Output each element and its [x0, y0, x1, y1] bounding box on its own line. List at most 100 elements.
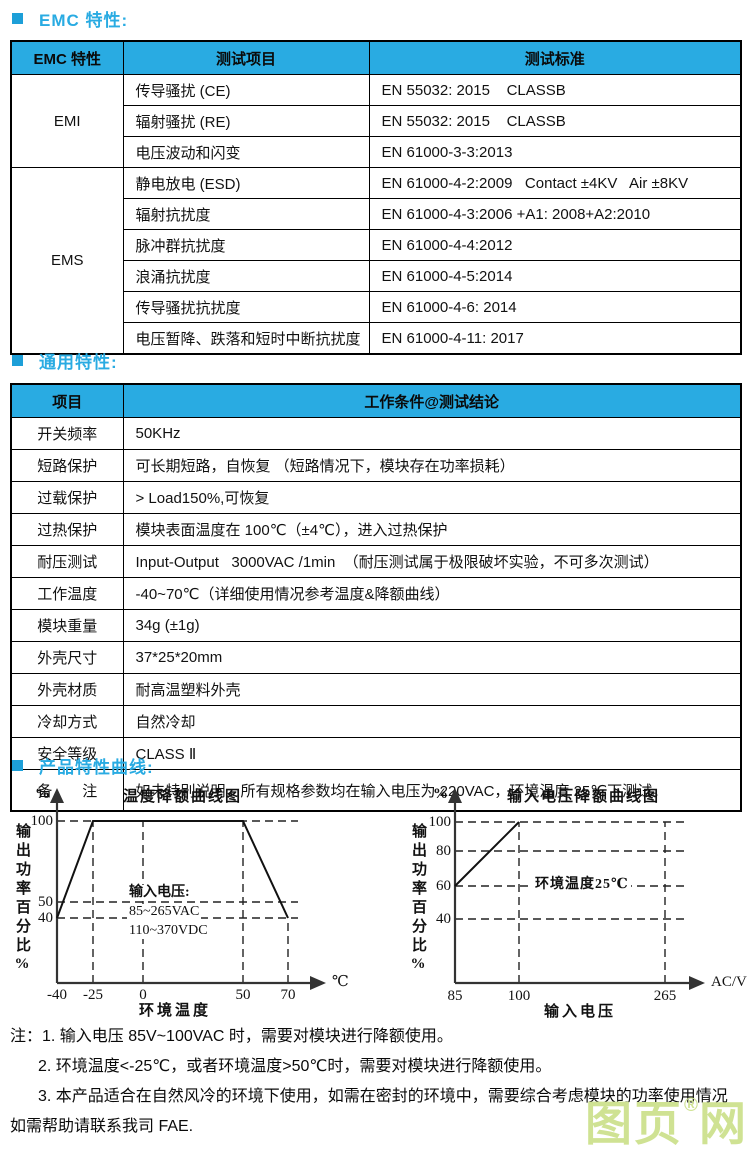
item-label: 工作温度 — [10, 577, 124, 610]
x-tick: 100 — [507, 988, 531, 1004]
item-value: 自然冷却 — [122, 705, 742, 738]
x-unit-label: AC/V — [711, 974, 747, 990]
section-title: EMC 特性: — [39, 11, 129, 30]
x-tick: -25 — [83, 987, 103, 1003]
annotation-line: 85~265VAC — [127, 904, 202, 920]
item-value: -40~70℃（详细使用情况参考温度&降额曲线） — [122, 577, 742, 610]
test-standard: EN 61000-4-6: 2014 — [368, 291, 742, 323]
item-label: 过载保护 — [10, 481, 124, 514]
y-tick: 80 — [436, 843, 451, 859]
note-line: 3. 本产品适合在自然风冷的环境下使用，如需在密封的环境中，需要综合考虑模块的功… — [38, 1088, 728, 1105]
table-row: EMI 传导骚扰 (CE) EN 55032: 2015 CLASSB — [10, 74, 742, 168]
y-axis-label: 输出功率百分比% — [14, 823, 30, 976]
square-bullet-icon — [12, 355, 23, 366]
table-row: 安全等级 CLASS Ⅱ — [10, 737, 742, 770]
chart-title: 输入电压降额曲线图 — [507, 789, 661, 805]
table-row: 外壳材质 耐高温塑料外壳 — [10, 673, 742, 706]
group-label-ems: EMS — [10, 167, 124, 355]
column-header: 测试项目 — [122, 40, 370, 75]
test-standard: EN 61000-4-2:2009 Contact ±4KV Air ±8KV — [368, 167, 742, 199]
x-tick: -40 — [47, 987, 67, 1003]
test-item: 辐射抗扰度 — [122, 198, 370, 230]
table-row: 冷却方式 自然冷却 — [10, 705, 742, 738]
x-unit-label: ℃ — [332, 974, 349, 990]
x-axis-label: 输入电压 — [543, 1004, 616, 1020]
item-value: 37*25*20mm — [122, 641, 742, 674]
item-label: 外壳材质 — [10, 673, 124, 706]
chart-axes-and-curve — [448, 788, 705, 990]
y-tick: 40 — [436, 911, 451, 927]
y-unit-label: % — [433, 786, 448, 802]
annotation-line: 环境温度25℃ — [533, 877, 631, 893]
item-value: 如未特别说明，所有规格参数均在输入电压为 220VAC，环境温度 25℃下测试。 — [122, 769, 742, 812]
table-row: 外壳尺寸 37*25*20mm — [10, 641, 742, 674]
table-header-row: EMC 特性 测试项目 测试标准 — [10, 40, 742, 75]
section-title: 产品特性曲线: — [39, 758, 154, 777]
notes-section: 注：1. 输入电压 85V~100VAC 时，需要对模块进行降额使用。 2. 环… — [10, 1022, 740, 1142]
x-tick: 50 — [235, 987, 251, 1003]
item-value: 50KHz — [122, 417, 742, 450]
item-label: 冷却方式 — [10, 705, 124, 738]
square-bullet-icon — [12, 13, 23, 24]
table-row: 电压波动和闪变 EN 61000-3-3:2013 — [11, 136, 742, 168]
table-row: 过载保护 > Load150%,可恢复 — [10, 481, 742, 514]
table-row: 辐射骚扰 (RE) EN 55032: 2015 CLASSB — [11, 105, 742, 137]
annotation-line: 输入电压: — [127, 885, 192, 901]
y-tick: 100 — [30, 813, 54, 829]
test-standard: EN 61000-4-11: 2017 — [368, 322, 742, 355]
test-item: 静电放电 (ESD) — [122, 167, 370, 199]
test-item: 电压波动和闪变 — [122, 136, 370, 168]
item-value: CLASS Ⅱ — [122, 737, 742, 770]
y-tick: 50 — [38, 894, 53, 910]
table-header-row: 项目 工作条件@测试结论 — [10, 383, 742, 418]
column-header: EMC 特性 — [10, 40, 124, 75]
chart-axes-and-curve — [50, 788, 326, 990]
test-standard: EN 61000-3-3:2013 — [368, 136, 742, 168]
general-table: 项目 工作条件@测试结论 开关频率 50KHz 短路保护 可长期短路，自恢复 （… — [10, 383, 742, 812]
table-row: 传导骚扰抗扰度 EN 61000-4-6: 2014 — [11, 291, 742, 323]
item-value: 可长期短路，自恢复 （短路情况下，模块存在功率损耗） — [122, 449, 742, 482]
x-tick: 85 — [447, 988, 463, 1004]
test-item: 浪涌抗扰度 — [122, 260, 370, 292]
item-label: 开关频率 — [10, 417, 124, 450]
section-heading-emc: EMC 特性: — [12, 6, 128, 31]
emc-table: EMC 特性 测试项目 测试标准 EMI 传导骚扰 (CE) EN 55032:… — [10, 40, 742, 355]
charts-row: % 温度降额曲线图 输出功率百分比% 100 50 40 -40 -25 0 5… — [5, 785, 750, 1020]
item-label: 短路保护 — [10, 449, 124, 482]
test-standard: EN 61000-4-5:2014 — [368, 260, 742, 292]
item-label: 备 注 — [10, 769, 124, 812]
section-heading-general: 通用特性: — [12, 348, 118, 373]
test-standard: EN 55032: 2015 CLASSB — [368, 74, 742, 106]
group-label-emi: EMI — [10, 74, 124, 168]
note-line: 注：1. 输入电压 85V~100VAC 时，需要对模块进行降额使用。 — [10, 1028, 453, 1045]
note-line: 如需帮助请联系我司 FAE. — [10, 1118, 194, 1135]
test-standard: EN 55032: 2015 CLASSB — [368, 105, 742, 137]
x-axis-label: 环境温度 — [138, 1003, 211, 1019]
item-value: 耐高温塑料外壳 — [122, 673, 742, 706]
x-tick: 70 — [280, 987, 296, 1003]
column-header: 测试标准 — [368, 40, 742, 75]
table-row: 辐射抗扰度 EN 61000-4-3:2006 +A1: 2008+A2:201… — [11, 198, 742, 230]
table-row: 耐压测试 Input-Output 3000VAC /1min （耐压测试属于极… — [10, 545, 742, 578]
test-item: 传导骚扰抗扰度 — [122, 291, 370, 323]
table-row: EMS 静电放电 (ESD) EN 61000-4-2:2009 Contact… — [10, 167, 742, 355]
y-tick: 60 — [436, 878, 451, 894]
test-standard: EN 61000-4-3:2006 +A1: 2008+A2:2010 — [368, 198, 742, 230]
note-line: 2. 环境温度<-25℃，或者环境温度>50℃时，需要对模块进行降额使用。 — [38, 1058, 552, 1075]
y-axis-label: 输出功率百分比% — [410, 823, 426, 976]
test-item: 辐射骚扰 (RE) — [122, 105, 370, 137]
test-item: 脉冲群抗扰度 — [122, 229, 370, 261]
table-row: 备 注 如未特别说明，所有规格参数均在输入电压为 220VAC，环境温度 25℃… — [10, 769, 742, 812]
annotation-line: 110~370VDC — [127, 923, 210, 939]
section-heading-curves: 产品特性曲线: — [12, 753, 154, 778]
table-row: 模块重量 34g (±1g) — [10, 609, 742, 642]
table-row: 电压暂降、跌落和短时中断抗扰度 EN 61000-4-11: 2017 — [11, 322, 742, 355]
table-row: 开关频率 50KHz — [10, 417, 742, 450]
item-label: 外壳尺寸 — [10, 641, 124, 674]
watermark-text: 网 — [699, 1097, 748, 1150]
table-row: 过热保护 模块表面温度在 100℃（±4℃），进入过热保护 — [10, 513, 742, 546]
table-row: 短路保护 可长期短路，自恢复 （短路情况下，模块存在功率损耗） — [10, 449, 742, 482]
item-label: 耐压测试 — [10, 545, 124, 578]
watermark-text: 图页 — [585, 1097, 683, 1150]
